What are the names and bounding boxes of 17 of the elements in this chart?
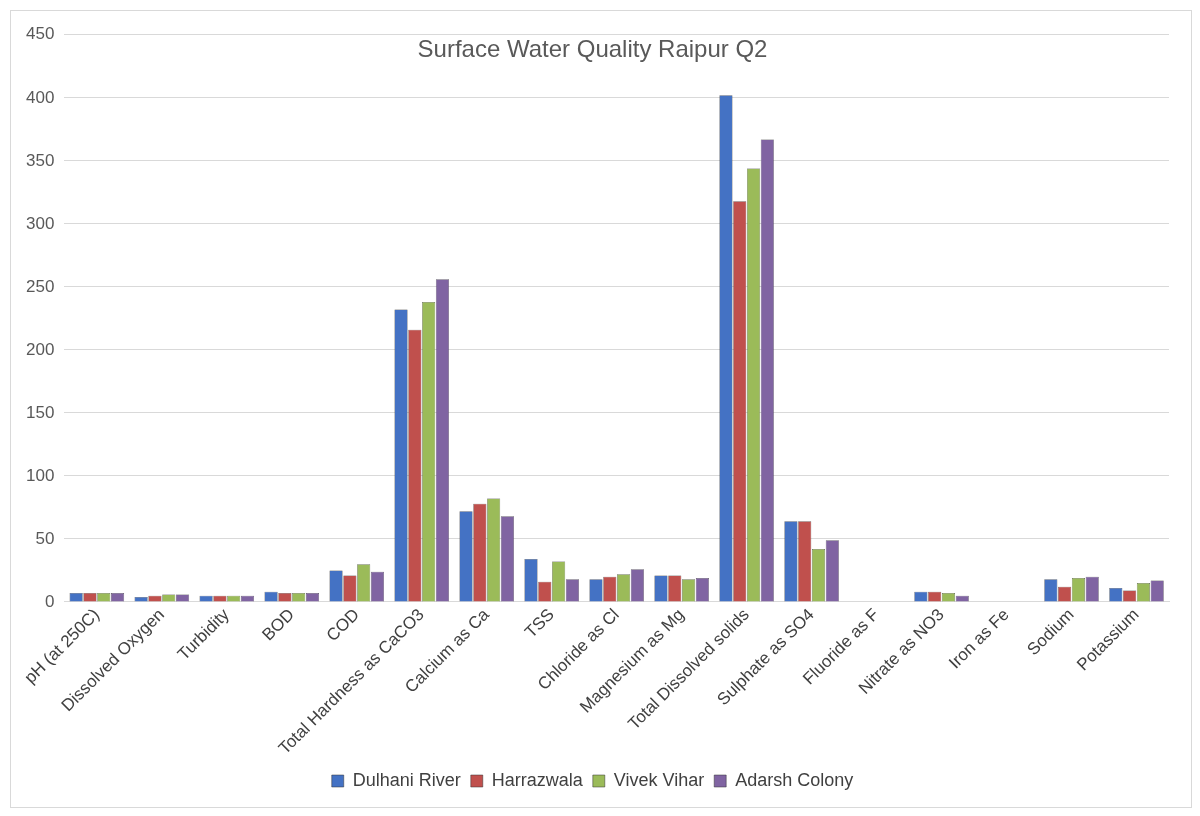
- y-tick-label: 250: [25, 276, 55, 296]
- y-tick-label: 350: [25, 150, 55, 170]
- legend-label: Harrazwala: [491, 769, 584, 790]
- y-tick-label: 200: [25, 339, 55, 359]
- legend-label: Dulhani River: [352, 769, 461, 790]
- y-tick-label: 400: [25, 87, 55, 107]
- legend-label: Adarsh Colony: [735, 769, 854, 790]
- x-tick-label: TSS: [521, 604, 558, 642]
- y-tick-label: 300: [25, 213, 55, 233]
- y-tick-label: 150: [25, 402, 55, 422]
- y-tick-label: 50: [35, 528, 55, 548]
- y-tick-label: 100: [25, 465, 55, 485]
- chart-title: Surface Water Quality Raipur Q2: [417, 35, 768, 63]
- y-tick-label: 0: [44, 591, 55, 611]
- y-tick-label: 450: [25, 24, 55, 44]
- x-tick-label: Iron as Fe: [945, 604, 1013, 673]
- legend-label: Vivek Vihar: [613, 769, 705, 790]
